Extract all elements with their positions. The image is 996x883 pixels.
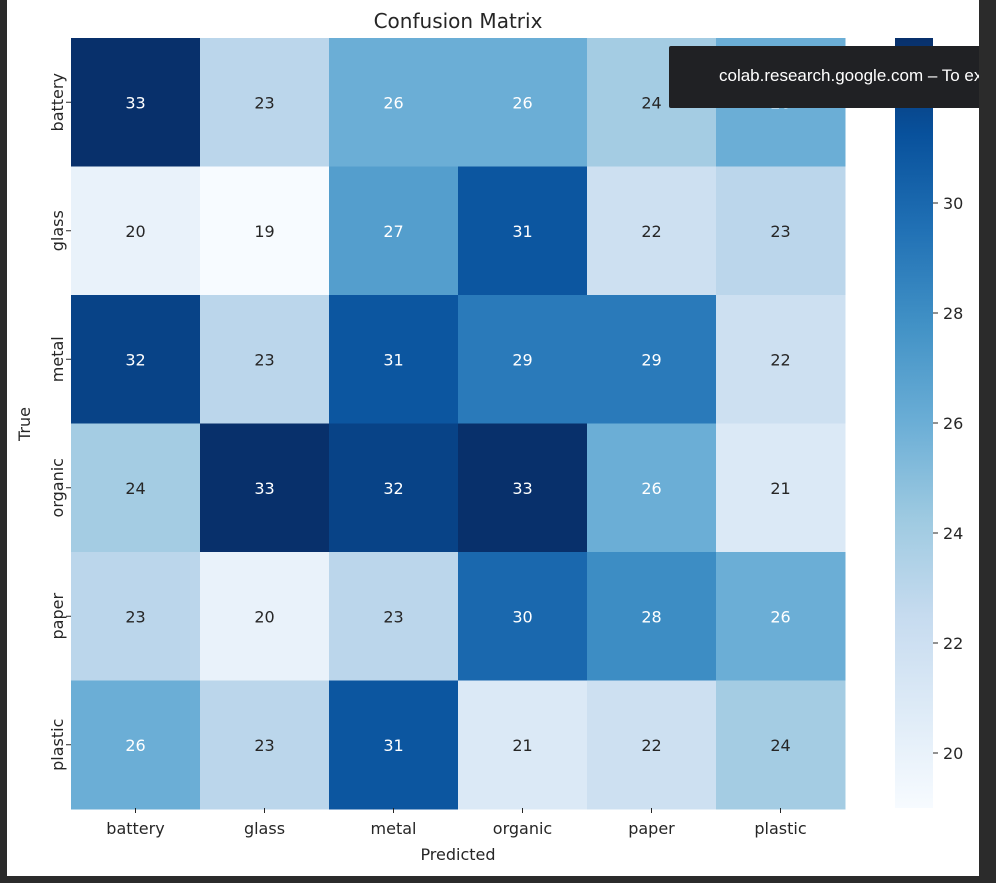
cell-value-label: 27 <box>383 222 403 241</box>
colorbar-tick-label: 22 <box>943 634 963 653</box>
cell-value-label: 33 <box>512 479 532 498</box>
colorbar-tick-label: 26 <box>943 414 963 433</box>
x-tick-label: plastic <box>754 819 806 838</box>
cell-value-label: 22 <box>770 350 790 369</box>
heatmap-cell <box>329 295 459 424</box>
heatmap-cell <box>200 423 330 553</box>
heatmap-cell <box>458 295 588 424</box>
heatmap-cell <box>587 552 717 681</box>
heatmap-cell <box>200 552 330 681</box>
cell-value-label: 33 <box>254 479 274 498</box>
x-tick-label: glass <box>244 819 285 838</box>
fullscreen-toast: colab.research.google.com – To exit full… <box>669 46 979 108</box>
cell-value-label: 26 <box>383 93 403 112</box>
x-tick-label: paper <box>628 819 675 838</box>
cell-value-label: 23 <box>125 607 145 626</box>
heatmap-cell <box>71 423 201 553</box>
y-tick-label: metal <box>48 336 67 382</box>
heatmap-cell <box>71 552 201 681</box>
cell-value-label: 22 <box>641 736 661 755</box>
heatmap-cell <box>329 166 459 296</box>
heatmap-cell <box>587 423 717 553</box>
cell-value-label: 19 <box>254 222 274 241</box>
heatmap-cell <box>71 166 201 296</box>
heatmap-cell <box>587 295 717 424</box>
cell-value-label: 26 <box>641 479 661 498</box>
toast-text: colab.research.google.com – To exit full… <box>719 66 979 85</box>
cell-value-label: 20 <box>125 222 145 241</box>
y-tick-label: battery <box>48 73 67 131</box>
y-tick-label: plastic <box>48 719 67 771</box>
cell-value-label: 32 <box>125 350 145 369</box>
colorbar-tick-label: 28 <box>943 304 963 323</box>
chart-title: Confusion Matrix <box>374 9 543 33</box>
cell-value-label: 26 <box>125 736 145 755</box>
cell-value-label: 22 <box>641 222 661 241</box>
heatmap-cell <box>200 680 330 810</box>
colorbar-tick-label: 24 <box>943 524 963 543</box>
cell-value-label: 32 <box>383 479 403 498</box>
cell-value-label: 28 <box>641 607 661 626</box>
cell-value-label: 31 <box>512 222 532 241</box>
heatmap-cell <box>716 680 846 810</box>
cell-value-label: 21 <box>770 479 790 498</box>
heatmap-cell <box>71 295 201 424</box>
y-tick-label: glass <box>48 210 67 251</box>
cell-value-label: 23 <box>254 736 274 755</box>
x-tick-label: metal <box>371 819 417 838</box>
heatmap-cell <box>716 552 846 681</box>
cell-value-label: 23 <box>254 350 274 369</box>
cell-value-label: 30 <box>512 607 532 626</box>
cell-value-label: 23 <box>254 93 274 112</box>
confusion-matrix-chart: Confusion Matrix 33 23 26 26 24 26 20 19 27 31 22 2… <box>15 9 963 864</box>
heatmap-cell <box>71 38 201 167</box>
heatmap-cell <box>329 38 459 167</box>
cell-value-label: 23 <box>770 222 790 241</box>
colorbar-tick-label: 20 <box>943 744 963 763</box>
x-axis-label: Predicted <box>420 845 495 864</box>
heatmap-cell <box>587 680 717 810</box>
heatmap-cell <box>458 166 588 296</box>
cell-value-label: 26 <box>770 607 790 626</box>
heatmap-cell <box>329 552 459 681</box>
y-tick-label: paper <box>48 593 67 640</box>
cell-value-label: 23 <box>383 607 403 626</box>
heatmap-cell <box>458 552 588 681</box>
heatmap-cell <box>200 38 330 167</box>
colorbar <box>895 38 933 808</box>
cell-value-label: 26 <box>512 93 532 112</box>
figure-panel: Confusion Matrix 33 23 26 26 24 26 20 19 27 31 22 2… <box>7 0 979 876</box>
x-tick-label: battery <box>106 819 164 838</box>
cell-value-label: 29 <box>512 350 532 369</box>
heatmap-cell <box>458 38 588 167</box>
cell-value-label: 31 <box>383 350 403 369</box>
cell-value-label: 24 <box>125 479 145 498</box>
heatmap-cell <box>329 680 459 810</box>
heatmap-cell <box>200 295 330 424</box>
heatmap-cell <box>71 680 201 810</box>
y-tick-label: organic <box>48 458 67 517</box>
cell-value-label: 24 <box>641 93 661 112</box>
cell-value-label: 31 <box>383 736 403 755</box>
cell-value-label: 21 <box>512 736 532 755</box>
cell-value-label: 20 <box>254 607 274 626</box>
heatmap-cell <box>587 166 717 296</box>
heatmap-cell <box>458 423 588 553</box>
heatmap-cell <box>458 680 588 810</box>
x-tick-label: organic <box>493 819 552 838</box>
colorbar-tick-label: 30 <box>943 194 963 213</box>
cell-value-label: 29 <box>641 350 661 369</box>
y-axis-label: True <box>15 407 34 442</box>
heatmap-cell <box>329 423 459 553</box>
heatmap-cell <box>716 423 846 553</box>
cell-value-label: 33 <box>125 93 145 112</box>
heatmap-cell <box>200 166 330 296</box>
heatmap-cell <box>716 295 846 424</box>
heatmap-cell <box>716 166 846 296</box>
window-edge <box>979 0 996 883</box>
cell-value-label: 24 <box>770 736 790 755</box>
